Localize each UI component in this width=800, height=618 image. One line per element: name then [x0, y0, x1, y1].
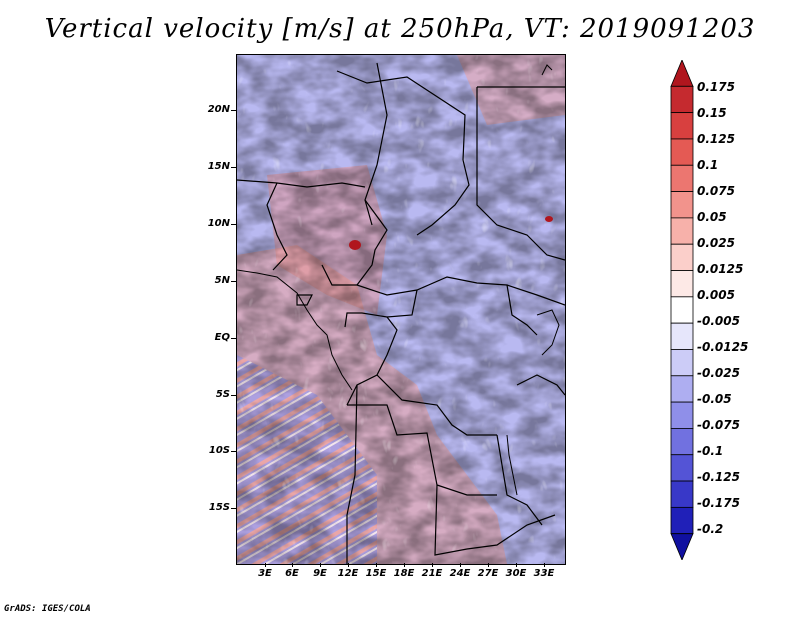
colorbar-label: -0.05 — [697, 392, 732, 406]
lon-label-12e: 12E — [337, 568, 359, 579]
lat-label-20n: 20N — [207, 104, 230, 115]
coastline — [237, 64, 560, 496]
lon-tick — [404, 563, 405, 567]
map-panel — [236, 54, 566, 565]
colorbar-segment — [670, 349, 694, 377]
colorbar-segment — [670, 217, 694, 245]
lon-label-27e: 27E — [477, 568, 499, 579]
lon-tick — [320, 563, 321, 567]
colorbar-label: 0.175 — [697, 80, 735, 94]
colorbar-segment — [670, 506, 694, 535]
colorbar-segment — [670, 454, 694, 482]
lon-label-9e: 9E — [313, 568, 327, 579]
colorbar-label: 0.005 — [697, 288, 735, 302]
lat-tick — [231, 508, 236, 509]
lon-label-6e: 6E — [285, 568, 299, 579]
colorbar-segment — [670, 401, 694, 429]
colorbar-label: -0.175 — [697, 496, 740, 510]
colorbar-label: 0.15 — [697, 106, 727, 120]
colorbar-segment — [670, 322, 694, 350]
lon-tick — [460, 563, 461, 567]
lat-tick — [231, 281, 236, 282]
vertical-velocity-field — [237, 55, 565, 564]
lon-tick — [516, 563, 517, 567]
colorbar-segment — [670, 296, 694, 324]
colorbar-segment — [670, 112, 694, 140]
country-borders — [237, 62, 565, 564]
chart-title: Vertical velocity [m/s] at 250hPa, VT: 2… — [44, 14, 756, 44]
contour-speckle — [237, 55, 565, 564]
lat-tick — [231, 167, 236, 168]
lon-label-18e: 18E — [393, 568, 415, 579]
colorbar-label: 0.125 — [697, 132, 735, 146]
lon-tick — [544, 563, 545, 567]
colorbar-segment — [670, 270, 694, 298]
lon-tick — [265, 563, 266, 567]
lon-tick — [292, 563, 293, 567]
lon-label-15e: 15E — [365, 568, 387, 579]
lat-label-10s: 10S — [208, 445, 230, 456]
colorbar-label: -0.125 — [697, 470, 740, 484]
colorbar-segment — [670, 164, 694, 192]
lat-label-5s: 5S — [215, 389, 230, 400]
colorbar-label: -0.2 — [697, 522, 724, 536]
lat-tick — [231, 224, 236, 225]
colorbar-segment — [670, 533, 694, 560]
lon-label-30e: 30E — [505, 568, 527, 579]
max-updraft-spot — [545, 216, 553, 222]
colorbar-segment — [670, 60, 694, 87]
lon-label-3e: 3E — [258, 568, 272, 579]
lat-label-15n: 15N — [207, 161, 230, 172]
lon-label-33e: 33E — [533, 568, 555, 579]
colorbar-segment — [670, 480, 694, 508]
max-updraft-spot — [349, 240, 361, 250]
lat-label-5n: 5N — [214, 275, 230, 286]
lon-tick — [488, 563, 489, 567]
colorbar-label: -0.075 — [697, 418, 740, 432]
colorbar-label: -0.1 — [697, 444, 724, 458]
colorbar-segment — [670, 428, 694, 456]
lat-label-15s: 15S — [208, 502, 230, 513]
colorbar-segment — [670, 375, 694, 403]
colorbar-label: -0.005 — [697, 314, 740, 328]
lat-tick — [231, 338, 236, 339]
colorbar-segment — [670, 85, 694, 114]
colorbar-label: 0.05 — [697, 210, 727, 224]
grads-credit: GrADS: IGES/COLA — [4, 604, 91, 614]
colorbar-label: 0.025 — [697, 236, 735, 250]
colorbar-label: -0.0125 — [697, 340, 749, 354]
lat-tick — [231, 395, 236, 396]
lon-label-24e: 24E — [449, 568, 471, 579]
lon-tick — [348, 563, 349, 567]
lon-tick — [376, 563, 377, 567]
lat-label-eq: EQ — [214, 332, 230, 343]
colorbar-segment — [670, 138, 694, 166]
lat-tick — [231, 110, 236, 111]
colorbar-segment — [670, 191, 694, 219]
lon-tick — [432, 563, 433, 567]
colorbar — [670, 60, 694, 560]
colorbar-segment — [670, 243, 694, 271]
colorbar-label: 0.0125 — [697, 262, 744, 276]
colorbar-label: 0.1 — [697, 158, 719, 172]
lat-tick — [231, 451, 236, 452]
lat-label-10n: 10N — [207, 218, 230, 229]
lon-label-21e: 21E — [421, 568, 443, 579]
colorbar-label: 0.075 — [697, 184, 735, 198]
colorbar-label: -0.025 — [697, 366, 740, 380]
